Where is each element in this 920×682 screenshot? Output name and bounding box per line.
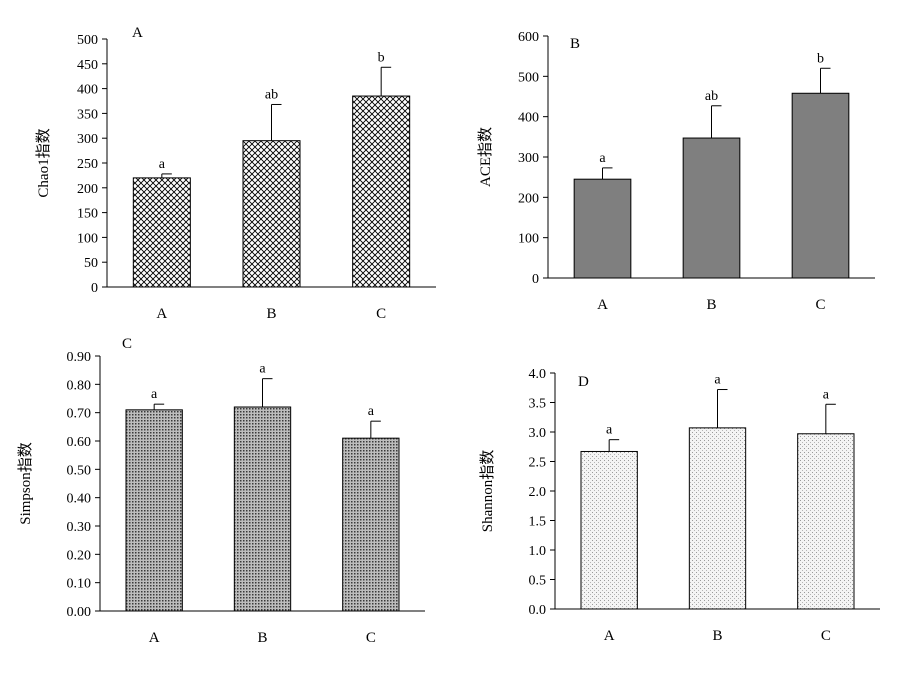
- significance-label: b: [378, 50, 385, 65]
- y-tick-label: 0.60: [67, 435, 92, 450]
- y-tick-label: 350: [77, 107, 98, 122]
- y-tick-label: 100: [518, 232, 539, 247]
- x-category-label: A: [156, 306, 167, 322]
- x-category-label: B: [257, 630, 267, 646]
- y-tick-label: 4.0: [529, 367, 547, 382]
- significance-label: a: [368, 404, 375, 419]
- y-tick-label: 400: [518, 111, 539, 126]
- x-category-label: A: [149, 630, 160, 646]
- y-axis-title: ACE指数: [477, 127, 494, 187]
- bar-b: [242, 140, 301, 288]
- x-category-label: B: [712, 628, 722, 644]
- significance-label: a: [823, 387, 830, 402]
- bar-b: [688, 427, 747, 610]
- panel-letter: D: [578, 374, 589, 390]
- significance-label: a: [606, 423, 613, 438]
- chart-panel-a: 0 50 100 150 200 250 300 350 400 450 500 Chao1指数 Aa A…: [35, 25, 436, 322]
- y-axis-title: Chao1指数: [35, 128, 52, 197]
- y-tick-label: 300: [77, 132, 98, 147]
- y-axis-title: Shannon指数: [479, 450, 496, 533]
- y-tick-label: 0.30: [67, 520, 92, 535]
- y-tick-label: 100: [77, 231, 98, 246]
- bar-a: [580, 450, 638, 610]
- y-tick-label: 0.80: [67, 378, 92, 393]
- y-tick-label: 0.0: [529, 603, 547, 618]
- y-tick-label: 0: [532, 272, 539, 287]
- y-tick-label: 0: [91, 281, 98, 296]
- panel-letter: C: [122, 336, 132, 352]
- y-axis-title: Simpson指数: [17, 442, 34, 525]
- x-category-label: C: [815, 297, 825, 313]
- y-tick-label: 2.0: [529, 485, 547, 500]
- y-tick-label: 400: [77, 83, 98, 98]
- x-category-label: C: [366, 630, 376, 646]
- bar-b: [682, 137, 741, 279]
- x-category-label: A: [597, 297, 608, 313]
- y-tick-label: 0.40: [67, 492, 92, 507]
- x-category-label: C: [376, 306, 386, 322]
- chart-panel-b: 0 100 200 300 400 500 600 ACE指数 Ba Aab Bb C: [477, 30, 875, 313]
- significance-label: a: [151, 387, 158, 402]
- y-tick-label: 1.0: [529, 544, 547, 559]
- y-tick-label: 0.00: [67, 605, 92, 620]
- significance-label: a: [714, 373, 721, 388]
- bar-a: [573, 178, 632, 279]
- chart-panel-c: 0.00 0.10 0.20 0.30 0.40 0.50 0.60 0.70 0.80 0.90…: [17, 336, 425, 646]
- y-tick-label: 200: [518, 191, 539, 206]
- y-tick-label: 0.20: [67, 548, 92, 563]
- y-tick-label: 50: [84, 256, 98, 271]
- x-category-label: C: [821, 628, 831, 644]
- y-tick-label: 3.0: [529, 426, 547, 441]
- bar-c: [342, 437, 400, 612]
- significance-label: a: [159, 157, 166, 172]
- significance-label: b: [817, 51, 824, 66]
- y-tick-label: 500: [77, 33, 98, 48]
- bar-a: [125, 409, 183, 612]
- y-tick-label: 1.5: [529, 515, 547, 530]
- y-tick-label: 300: [518, 151, 539, 166]
- x-category-label: A: [604, 628, 615, 644]
- y-tick-label: 3.5: [529, 397, 547, 412]
- y-tick-label: 450: [77, 58, 98, 73]
- significance-label: a: [259, 362, 266, 377]
- y-tick-label: 0.10: [67, 577, 92, 592]
- y-tick-label: 600: [518, 30, 539, 45]
- x-category-label: B: [706, 297, 716, 313]
- bar-b: [233, 406, 292, 612]
- bar-c: [352, 95, 411, 288]
- bar-a: [132, 177, 191, 288]
- y-tick-label: 0.5: [529, 574, 547, 589]
- panel-letter: A: [132, 25, 143, 41]
- bar-c: [797, 433, 855, 610]
- y-tick-label: 150: [77, 207, 98, 222]
- x-category-label: B: [266, 306, 276, 322]
- y-tick-label: 200: [77, 182, 98, 197]
- panel-letter: B: [570, 36, 580, 52]
- bar-c: [791, 92, 850, 279]
- y-tick-label: 0.70: [67, 407, 92, 422]
- y-tick-label: 2.5: [529, 456, 547, 471]
- y-tick-label: 0.50: [67, 463, 92, 478]
- significance-label: ab: [265, 87, 278, 102]
- significance-label: ab: [705, 89, 718, 104]
- y-tick-label: 500: [518, 70, 539, 85]
- significance-label: a: [599, 151, 606, 166]
- chart-panel-d: 0.0 0.5 1.0 1.5 2.0 2.5 3.0 3.5 4.0 Shannon指数 Da Aa…: [479, 367, 880, 644]
- y-tick-label: 250: [77, 157, 98, 172]
- y-tick-label: 0.90: [67, 350, 92, 365]
